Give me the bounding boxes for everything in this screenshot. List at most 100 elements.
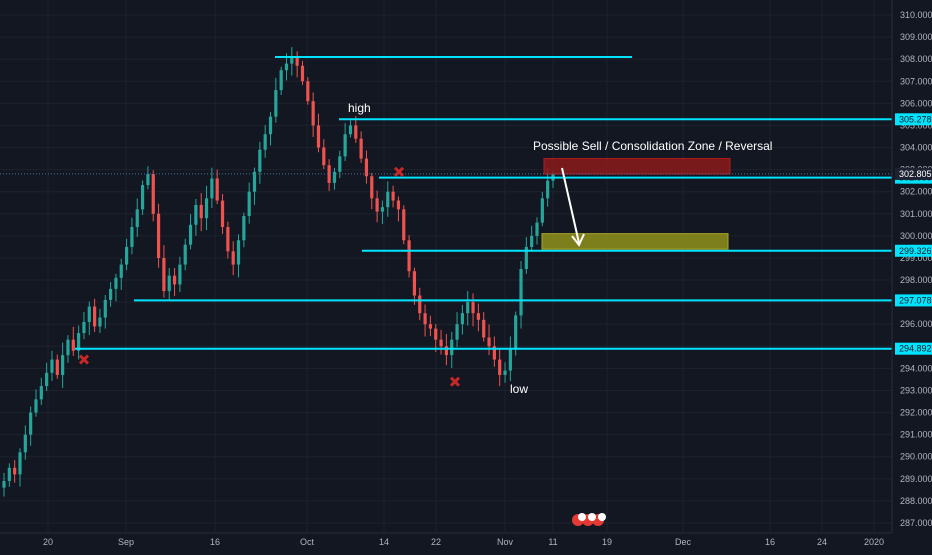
candle-body — [87, 306, 91, 323]
candle — [167, 267, 171, 300]
candle — [103, 295, 107, 329]
price-tick-label: 301.000 — [900, 209, 932, 219]
candle — [210, 167, 214, 208]
time-tick-label: 14 — [379, 537, 389, 547]
support-resistance-lines[interactable] — [75, 55, 892, 350]
candle-body — [300, 65, 305, 82]
price-tick-label: 307.000 — [900, 76, 932, 86]
candle-body — [375, 198, 379, 212]
candle — [530, 225, 534, 252]
price-tick-label: 310.000 — [900, 10, 932, 20]
markers — [78, 166, 461, 387]
candle-body — [476, 313, 480, 320]
candle — [407, 235, 411, 278]
time-tick-label: 16 — [765, 537, 775, 547]
buy-zone[interactable] — [541, 233, 729, 250]
candle — [172, 267, 177, 297]
candle — [45, 362, 49, 391]
candle-body — [215, 178, 219, 201]
price-tick-label: 309.000 — [900, 32, 932, 42]
price-tick-label: 291.000 — [900, 430, 932, 440]
candle — [540, 191, 544, 227]
level-tag-text: 294.892 — [899, 344, 932, 354]
candle — [231, 241, 235, 276]
candle-body — [290, 56, 294, 64]
candle — [13, 460, 17, 483]
candle — [370, 172, 374, 210]
candle-body — [77, 333, 81, 351]
level-tag-text: 299.326 — [899, 246, 932, 256]
candle-body — [338, 156, 342, 172]
annotations: high low Possible Sell / Consolidation Z… — [348, 101, 772, 396]
candle-body — [130, 227, 134, 247]
candle-body — [199, 204, 203, 219]
candle — [39, 377, 43, 405]
candle — [290, 47, 294, 76]
candle — [18, 448, 22, 487]
price-tick-label: 289.000 — [900, 474, 932, 484]
candle-body — [135, 209, 139, 228]
candle — [77, 325, 81, 360]
level-tag-bg — [895, 342, 932, 355]
candle-body — [450, 339, 454, 356]
level-tag-bg — [895, 244, 932, 257]
candle — [34, 389, 38, 417]
candle-body — [252, 171, 257, 192]
candle — [183, 238, 187, 271]
candle-body — [204, 198, 209, 219]
candle-body — [391, 191, 395, 201]
price-axis[interactable]: 287.000 288.000 289.000 290.000 291.000 292.0… — [891, 0, 932, 550]
candle-body — [284, 63, 289, 71]
price-tick-label: 300.000 — [900, 231, 932, 241]
candle — [263, 125, 267, 158]
arrow-shaft — [561, 167, 580, 244]
level-tag-bg — [895, 113, 932, 126]
candle — [455, 312, 459, 348]
candle-body — [279, 70, 283, 91]
candle — [412, 267, 417, 305]
candle — [439, 329, 443, 355]
candle — [428, 315, 433, 337]
candle-body — [530, 235, 534, 247]
candle-body — [98, 317, 102, 327]
projection-arrow — [561, 167, 585, 247]
candle-body — [370, 176, 374, 199]
candle-body — [34, 399, 38, 413]
candle-body — [247, 191, 251, 216]
zones[interactable] — [0, 158, 892, 250]
candle — [434, 324, 438, 352]
candle — [519, 261, 523, 329]
candle-body — [156, 213, 161, 258]
candle — [82, 312, 86, 340]
candle — [295, 51, 299, 78]
candle-body — [306, 81, 310, 102]
candle — [359, 131, 363, 163]
candle-body — [514, 315, 518, 349]
current-price-bg — [895, 167, 932, 180]
candle-body — [535, 222, 539, 236]
candle — [66, 335, 70, 363]
candle-body — [194, 204, 198, 225]
candle — [348, 120, 353, 138]
candle — [402, 205, 406, 245]
candle — [354, 115, 358, 143]
candle-body — [460, 313, 464, 325]
candle — [380, 200, 385, 225]
candle-body — [498, 359, 502, 376]
sell-zone[interactable] — [543, 158, 731, 175]
candle — [29, 406, 33, 446]
candle-body — [380, 207, 385, 212]
candle — [130, 217, 134, 255]
candle-body — [183, 244, 187, 265]
candle-body — [188, 224, 193, 245]
candle — [151, 170, 155, 222]
price-tick-label: 304.000 — [900, 143, 932, 153]
time-axis[interactable]: 20 Sep 16 Oct 14 22 Nov 11 19 Dec 16 24 2020 — [0, 532, 892, 547]
candle — [50, 350, 54, 381]
candle-body — [274, 90, 278, 117]
time-tick-label: 16 — [210, 537, 220, 547]
candle — [268, 112, 273, 146]
candle-body — [172, 275, 177, 285]
